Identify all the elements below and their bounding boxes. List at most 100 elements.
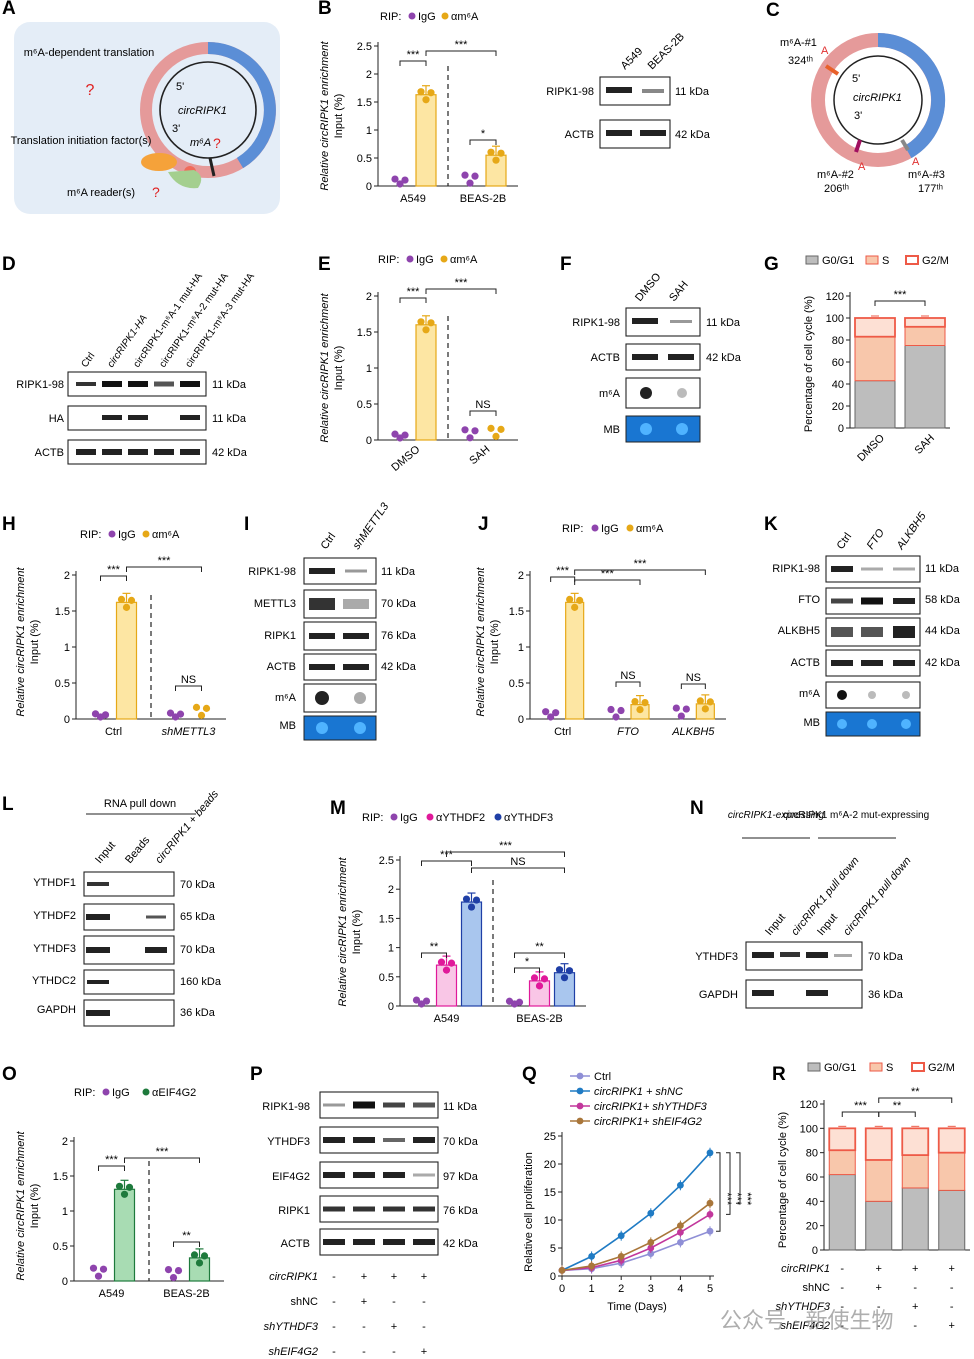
data-point xyxy=(515,998,524,1006)
e-ylabel-2: Input (%) xyxy=(333,346,345,391)
data-point xyxy=(122,603,131,611)
q-legend-label: Ctrl xyxy=(594,1071,611,1083)
m-sig-f-label: * xyxy=(525,956,530,968)
bar xyxy=(565,601,585,720)
data-point xyxy=(115,1182,124,1190)
band xyxy=(309,568,335,574)
m-sig-b-bracket xyxy=(471,867,565,873)
h-sig-3-bracket xyxy=(175,685,202,691)
bar xyxy=(460,901,483,1007)
r-cond-value: - xyxy=(913,1282,917,1294)
r-sig-3-label: ** xyxy=(911,1086,920,1098)
x-category-label: BEAS-2B xyxy=(460,193,506,205)
n-hdr-1: circRIPK1-expressing xyxy=(728,810,825,821)
e-legend-m6a: αm⁶A xyxy=(450,254,478,266)
data-point xyxy=(462,895,471,903)
f-dot xyxy=(640,387,652,399)
e-sig-1-label: *** xyxy=(407,286,421,298)
series-line xyxy=(561,1213,711,1272)
b-row-ripk1: RIPK1-98 xyxy=(546,86,594,98)
panel-letter-i: I xyxy=(244,514,249,535)
x-category-label: A549 xyxy=(400,193,426,205)
h-sig-1-bracket xyxy=(100,575,127,581)
x-tick-label: 1 xyxy=(589,1283,595,1295)
x-category-label: shMETTL3 xyxy=(162,726,217,738)
k-kda-2: 58 kDa xyxy=(925,594,961,606)
data-point xyxy=(461,426,469,434)
x-category-label: DMSO xyxy=(389,443,422,474)
p-row-5: ACTB xyxy=(281,1238,310,1250)
data-point xyxy=(174,1267,183,1275)
y-tick-label: 80 xyxy=(806,1148,818,1160)
y-tick-label: 1 xyxy=(366,125,372,137)
b-sig-1-bracket xyxy=(399,60,427,66)
l-row-4: YTHDC2 xyxy=(32,975,76,987)
k-row-5: m⁶A xyxy=(799,688,821,700)
data-point xyxy=(677,1222,684,1229)
band xyxy=(76,382,96,386)
band xyxy=(128,449,148,455)
c-three-prime: 3' xyxy=(854,110,862,122)
f-band xyxy=(632,354,658,360)
r-cond-name: shNC xyxy=(802,1282,830,1294)
methylene-blue-dot xyxy=(354,722,366,734)
j-legend-igg-dot xyxy=(591,524,599,532)
data-point xyxy=(101,711,110,719)
j-legend-m6a-dot xyxy=(626,524,634,532)
stacked-bar-segment xyxy=(904,345,946,429)
data-point xyxy=(202,704,211,712)
band xyxy=(353,1239,375,1245)
band xyxy=(413,1206,435,1212)
c-site-1-mark xyxy=(824,64,840,76)
f-blot: DMSO SAH RIPK1-98 ACTB m⁶A MB 11 kDa 42 … xyxy=(572,271,742,443)
y-tick-label: 120 xyxy=(826,291,844,303)
f-row-3: m⁶A xyxy=(599,388,621,400)
chart-g: 0 20 40 60 80 100 120 DMSO SAH *** xyxy=(826,289,950,464)
band xyxy=(831,660,853,666)
l-kda-3: 70 kDa xyxy=(180,944,216,956)
q-sig-bracket xyxy=(726,1152,731,1215)
n-row-1: YTHDF3 xyxy=(695,951,738,963)
j-rip: RIP: xyxy=(562,523,583,535)
data-point xyxy=(677,1239,684,1246)
r-cond-value: + xyxy=(912,1301,918,1313)
band xyxy=(413,1173,435,1177)
j-sig-2-bracket xyxy=(574,579,641,585)
band xyxy=(309,664,335,670)
o-legend-eif-dot xyxy=(142,1088,150,1096)
m-sig-d-label: ** xyxy=(430,941,439,953)
r-cond-value: - xyxy=(840,1301,844,1313)
methylene-blue-dot xyxy=(867,719,877,729)
f-lane-2: SAH xyxy=(667,279,691,304)
p-cond-value: + xyxy=(391,1321,397,1333)
x-category-label: SAH xyxy=(467,443,492,467)
r-cond-value: + xyxy=(949,1263,955,1275)
c-site-2: m⁶A-#2 xyxy=(817,169,854,181)
f-row-2: ACTB xyxy=(591,352,620,364)
band xyxy=(86,1010,110,1016)
o-ylabel-2: Input (%) xyxy=(29,1184,41,1229)
e-sig-3-label: NS xyxy=(475,399,490,411)
g-sig-bracket xyxy=(874,300,926,306)
l-lane-2: Beads xyxy=(123,834,153,866)
k-lane-3: ALKBH5 xyxy=(894,510,929,553)
panel-letter-f: F xyxy=(560,254,572,275)
b-legend-m6a-dot xyxy=(441,12,449,20)
o-rip: RIP: xyxy=(74,1087,95,1099)
data-point xyxy=(487,148,495,156)
panel-letter-d: D xyxy=(2,254,16,275)
band xyxy=(413,1102,435,1108)
i-kda-1: 11 kDa xyxy=(381,566,416,578)
series-line xyxy=(561,1202,711,1272)
data-point xyxy=(617,706,625,715)
data-point xyxy=(127,596,136,604)
n-row-2: GAPDH xyxy=(699,989,738,1001)
stacked-bar-segment xyxy=(854,317,896,338)
bar xyxy=(415,324,437,441)
m-sig-a-bracket xyxy=(421,860,472,866)
n-kda-1: 70 kDa xyxy=(868,951,904,963)
data-point xyxy=(647,1239,655,1246)
stacked-bar-segment xyxy=(904,317,946,328)
